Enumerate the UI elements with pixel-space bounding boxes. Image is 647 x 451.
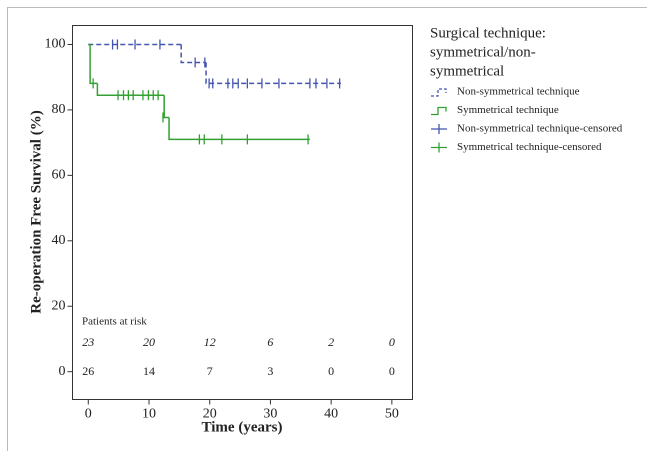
x-tick-label: 50 bbox=[385, 407, 399, 422]
risk-count: 26 bbox=[82, 364, 94, 378]
survival-step bbox=[168, 117, 310, 141]
survival-step bbox=[89, 44, 98, 85]
legend-label: Non-symmetrical technique-censored bbox=[457, 123, 623, 135]
risk-count: 7 bbox=[207, 364, 213, 378]
risk-count: 0 bbox=[389, 364, 395, 378]
risk-count: 12 bbox=[204, 335, 216, 349]
legend-icon bbox=[431, 106, 447, 116]
y-tick-label: 40 bbox=[52, 233, 66, 248]
risk-count: 3 bbox=[267, 364, 273, 378]
risk-count: 0 bbox=[328, 364, 334, 378]
plot-area bbox=[72, 25, 413, 400]
y-tick-label: 20 bbox=[52, 298, 66, 313]
x-tick-label: 10 bbox=[142, 407, 156, 422]
survival-step bbox=[163, 95, 170, 119]
legend-label: Non-symmetrical technique bbox=[457, 86, 580, 98]
risk-count: 6 bbox=[267, 335, 273, 349]
y-tick-label: 0 bbox=[59, 364, 66, 379]
risk-count: 2 bbox=[328, 335, 334, 349]
x-tick-label: 30 bbox=[263, 407, 277, 422]
x-tick-label: 20 bbox=[203, 407, 217, 422]
legend-icon bbox=[431, 124, 447, 134]
y-tick-label: 60 bbox=[52, 168, 66, 183]
x-tick-label: 0 bbox=[85, 407, 92, 422]
legend-label: Symmetrical technique-censored bbox=[457, 141, 602, 153]
y-tick-label: 100 bbox=[45, 37, 66, 52]
survival-step bbox=[205, 62, 341, 85]
risk-title: Patients at risk bbox=[82, 316, 147, 328]
legend-label: Symmetrical technique bbox=[457, 104, 559, 116]
legend-title: symmetrical bbox=[430, 63, 504, 79]
x-axis-label: Time (years) bbox=[202, 419, 283, 435]
risk-count: 14 bbox=[143, 364, 155, 378]
risk-count: 20 bbox=[143, 335, 155, 349]
survival-step bbox=[96, 83, 165, 96]
frame bbox=[7, 7, 647, 451]
risk-count: 0 bbox=[389, 335, 395, 349]
survival-step bbox=[180, 44, 207, 64]
y-tick-label: 80 bbox=[52, 102, 66, 117]
risk-count: 23 bbox=[82, 335, 94, 349]
legend-icon bbox=[431, 142, 447, 153]
y-axis-label: Re-operation Free Survival (%) bbox=[28, 110, 44, 313]
legend-title: symmetrical/non- bbox=[430, 44, 536, 60]
legend-title: Surgical technique: bbox=[430, 25, 546, 41]
legend-icon bbox=[431, 88, 447, 97]
x-tick-label: 40 bbox=[324, 407, 338, 422]
